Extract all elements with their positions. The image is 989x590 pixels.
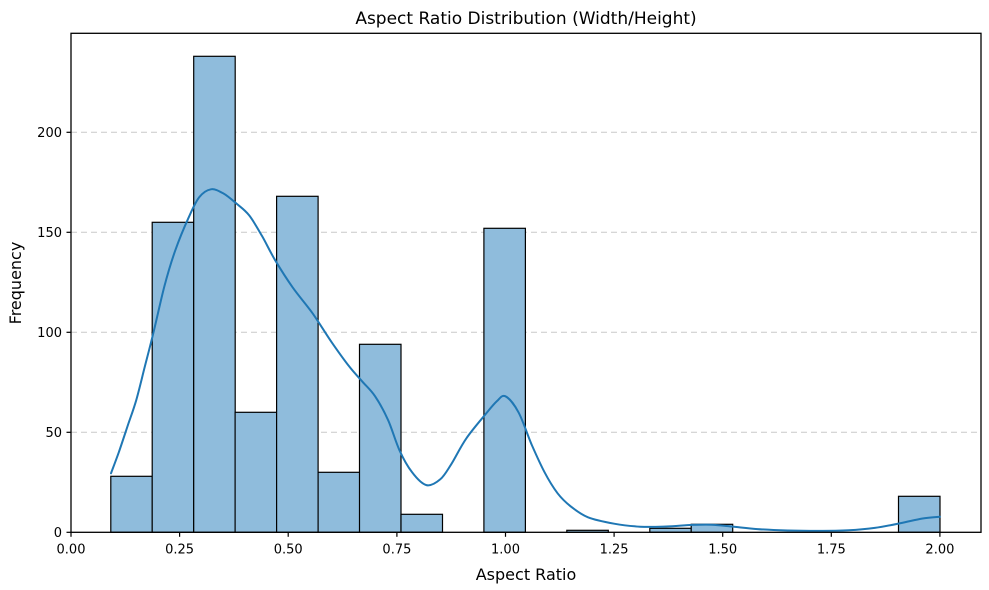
histogram-bar bbox=[234, 411, 278, 533]
x-tick-label: 0.00 bbox=[57, 542, 86, 557]
x-tick-label: 1.50 bbox=[708, 542, 737, 557]
histogram-bar bbox=[483, 227, 526, 533]
histogram-bars bbox=[110, 55, 941, 533]
y-tick-label: 150 bbox=[37, 226, 62, 241]
y-tick-label: 0 bbox=[54, 526, 62, 541]
y-tick-label: 50 bbox=[45, 426, 62, 441]
x-tick-label: 2.00 bbox=[925, 542, 954, 557]
y-axis-label: Frequency bbox=[6, 242, 25, 325]
histogram-bar bbox=[193, 55, 236, 533]
x-tick-label: 1.25 bbox=[600, 542, 629, 557]
kde-line bbox=[110, 188, 941, 532]
chart-title: Aspect Ratio Distribution (Width/Height) bbox=[355, 9, 696, 29]
y-tick-label: 100 bbox=[37, 326, 62, 341]
histogram-bar bbox=[400, 513, 444, 533]
y-tick-label: 200 bbox=[37, 126, 62, 141]
x-tick-label: 0.50 bbox=[274, 542, 303, 557]
histogram-bar bbox=[276, 195, 319, 533]
x-tick-label: 1.75 bbox=[817, 542, 846, 557]
plot-border bbox=[70, 32, 982, 533]
histogram-bar bbox=[151, 221, 195, 533]
histogram-bar bbox=[897, 495, 941, 533]
tick-labels: 0.00 0.25 0.50 0.75 1.00 1.25 1.50 1.75 2.00 0 50 1… bbox=[37, 126, 954, 557]
histogram-bar bbox=[110, 475, 153, 533]
x-axis-label: Aspect Ratio bbox=[476, 565, 577, 584]
x-tick-label: 1.00 bbox=[491, 542, 520, 557]
histogram-bar bbox=[317, 471, 361, 533]
kde-curve bbox=[110, 188, 941, 532]
x-tick-label: 0.75 bbox=[382, 542, 411, 557]
axes-spines bbox=[70, 32, 982, 533]
x-tick-label: 0.25 bbox=[165, 542, 194, 557]
